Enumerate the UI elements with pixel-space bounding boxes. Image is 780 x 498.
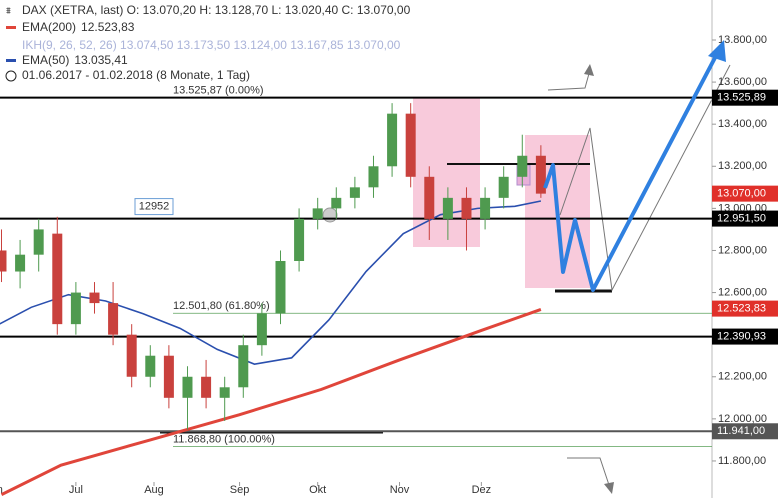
candle-body xyxy=(201,376,212,398)
candle-body xyxy=(387,113,398,167)
indicator-line xyxy=(0,307,542,496)
y-tick-label: 13.200,00 xyxy=(718,160,767,172)
forecast-path xyxy=(543,51,720,292)
candle-body xyxy=(108,303,119,335)
projection xyxy=(559,64,731,292)
arrow xyxy=(567,457,611,489)
candle-body xyxy=(70,292,81,325)
candle-body xyxy=(15,254,26,272)
box-label: 12952 xyxy=(139,200,170,212)
candle-body xyxy=(498,176,509,198)
legend-value: 12.523,83 xyxy=(81,20,135,34)
level-tag xyxy=(712,210,778,227)
x-tick-label: Aug xyxy=(144,484,164,496)
level-tag xyxy=(712,328,778,345)
candle-body xyxy=(368,166,379,188)
marker xyxy=(322,207,338,223)
y-tick-label: 13.600,00 xyxy=(718,76,767,88)
legend-main: DAX (XETRA, last) O: 13.070,20 H: 13.128… xyxy=(22,3,411,17)
y-tick-label: 11.800,00 xyxy=(718,455,766,467)
candle-body xyxy=(52,233,63,325)
level-label: 13.525,89 xyxy=(717,92,766,104)
legend-name: EMA(200) xyxy=(22,20,76,34)
level-label: 12.951,50 xyxy=(717,212,766,224)
legend-name: EMA(50) xyxy=(22,53,69,67)
box xyxy=(134,198,174,216)
candle-body xyxy=(331,197,342,209)
fib-label: 11.868,80 (100.00%) xyxy=(173,433,275,445)
legend-value: 13.035,41 xyxy=(74,53,128,67)
x-tick-label: Okt xyxy=(309,484,326,496)
forecast xyxy=(543,40,726,292)
y-tick-label: 13.400,00 xyxy=(718,118,767,130)
candle-body xyxy=(89,292,100,304)
candle-body xyxy=(442,197,453,219)
arrow xyxy=(547,69,591,91)
arrow-head xyxy=(604,482,614,494)
candle-body xyxy=(256,313,267,346)
x-tick-label: Jun xyxy=(0,484,3,496)
zone xyxy=(413,97,480,247)
legend-swatch xyxy=(6,59,16,62)
y-tick-label: 12.800,00 xyxy=(718,244,767,256)
y-tick-label: 13.800,00 xyxy=(718,34,767,46)
candle-body xyxy=(535,155,546,194)
arrow-head xyxy=(584,64,594,76)
fib-label: 12.501,80 (61.80%) xyxy=(173,300,270,312)
candle-body xyxy=(312,208,323,219)
y-tick-label: 12.000,00 xyxy=(718,413,767,425)
candle-body xyxy=(33,229,44,255)
legend-swatch xyxy=(6,26,16,29)
legend-period: 01.06.2017 - 01.02.2018 (8 Monate, 1 Tag… xyxy=(22,68,250,82)
candle-body xyxy=(349,187,360,198)
legend: ⩩ DAX (XETRA, last) O: 13.070,20 H: 13.1… xyxy=(5,3,411,82)
candle-body xyxy=(238,345,249,388)
arrow-head xyxy=(708,40,726,62)
candle-body xyxy=(517,155,528,177)
y-tick-label: 12.200,00 xyxy=(718,371,767,383)
level-label: 12.390,93 xyxy=(717,330,766,342)
candle-body xyxy=(219,387,230,398)
candle-body xyxy=(480,197,491,219)
x-tick-label: Sep xyxy=(230,484,250,496)
candle-body xyxy=(126,334,137,377)
level-tag xyxy=(712,89,778,106)
price-tag-label: 13.070,00 xyxy=(717,188,766,200)
legend-icon: ⩩ xyxy=(6,5,11,15)
candle-body xyxy=(461,197,472,219)
candle-body xyxy=(405,113,416,177)
candle-body xyxy=(0,250,7,272)
x-tick-label: Jul xyxy=(69,484,83,496)
x-tick-label: Dez xyxy=(472,484,492,496)
x-tick-label: Nov xyxy=(390,484,410,496)
level-tag xyxy=(712,423,778,440)
clock-icon xyxy=(5,70,17,82)
y-tick-label: 12.600,00 xyxy=(718,286,767,298)
level-label: 11.941,00 xyxy=(717,425,765,437)
price-tag-label: 12.523,83 xyxy=(717,303,766,315)
candle-body xyxy=(182,376,193,398)
candle-body xyxy=(275,260,286,314)
candle-body xyxy=(163,355,174,398)
candle-body xyxy=(424,176,435,219)
candle-body xyxy=(294,218,305,261)
price-tag xyxy=(712,300,778,317)
indicator-line xyxy=(0,200,542,365)
candle-body xyxy=(145,355,156,377)
price-tag xyxy=(712,185,778,202)
legend-ikh: IKH(9, 26, 52, 26) 13.074,50 13.173,50 1… xyxy=(22,38,401,52)
fib-label: 13.525,87 (0.00%) xyxy=(173,85,264,97)
annotations xyxy=(160,64,731,494)
